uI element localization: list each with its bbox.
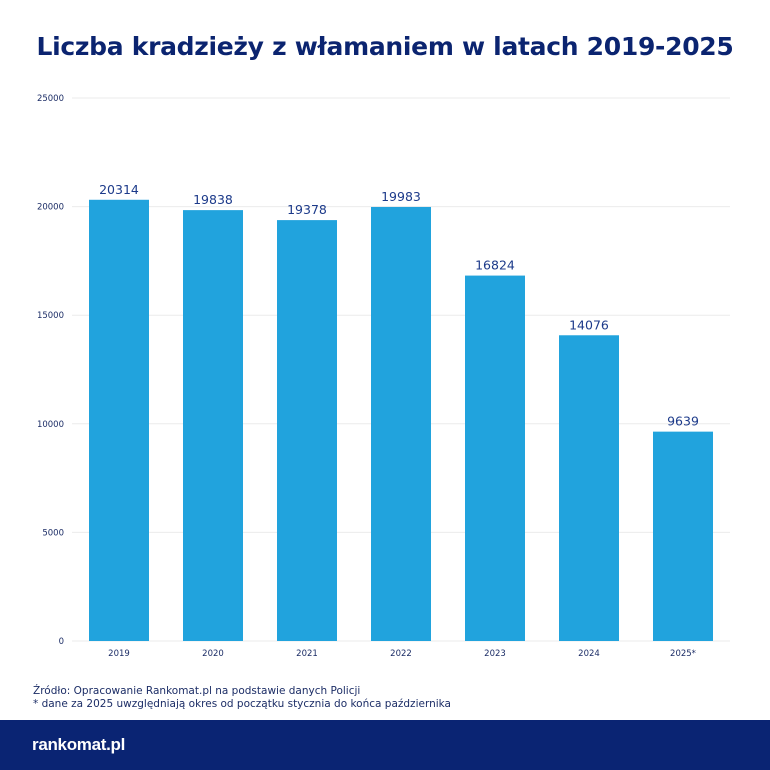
y-tick-label: 5000 xyxy=(42,528,64,538)
bar xyxy=(277,220,337,641)
bar-chart: 0 5000 10000 15000 20000 25000 20314 2019 19838 2… xyxy=(37,94,730,659)
footnote: * dane za 2025 uwzględniają okres od poc… xyxy=(33,698,451,710)
data-label: 9639 xyxy=(667,414,699,429)
x-tick-label: 2019 xyxy=(108,649,130,659)
data-label: 16824 xyxy=(475,258,515,273)
bar xyxy=(89,199,149,642)
x-tick-label: 2021 xyxy=(296,649,318,659)
source-note: Źródło: Opracowanie Rankomat.pl na podst… xyxy=(33,685,361,697)
bar xyxy=(183,210,243,641)
x-tick-label: 2024 xyxy=(578,649,600,659)
y-tick-label: 10000 xyxy=(37,420,64,430)
data-label: 19378 xyxy=(287,202,327,217)
y-tick-label: 0 xyxy=(59,637,64,647)
data-label: 20314 xyxy=(99,182,139,197)
rankomat-logo[interactable]: rankomat.pl xyxy=(32,735,126,754)
y-tick-label: 15000 xyxy=(37,311,64,321)
y-tick-label: 25000 xyxy=(37,94,64,104)
x-tick-label: 2020 xyxy=(202,649,224,659)
data-label: 19838 xyxy=(193,192,233,207)
data-label: 19983 xyxy=(381,189,421,204)
bar xyxy=(371,206,431,641)
x-tick-label: 2022 xyxy=(390,649,412,659)
bar xyxy=(559,335,619,641)
data-label: 14076 xyxy=(569,317,609,332)
bar xyxy=(653,431,713,641)
x-tick-label: 2025* xyxy=(670,649,696,659)
bar xyxy=(465,275,525,641)
chart-notes: Źródło: Opracowanie Rankomat.pl na podst… xyxy=(33,685,451,711)
y-tick-label: 20000 xyxy=(37,203,64,213)
chart-title: Liczba kradzieży z włamaniem w latach 20… xyxy=(36,32,734,61)
x-tick-label: 2023 xyxy=(484,649,506,659)
footer-bar: rankomat.pl xyxy=(0,720,770,770)
